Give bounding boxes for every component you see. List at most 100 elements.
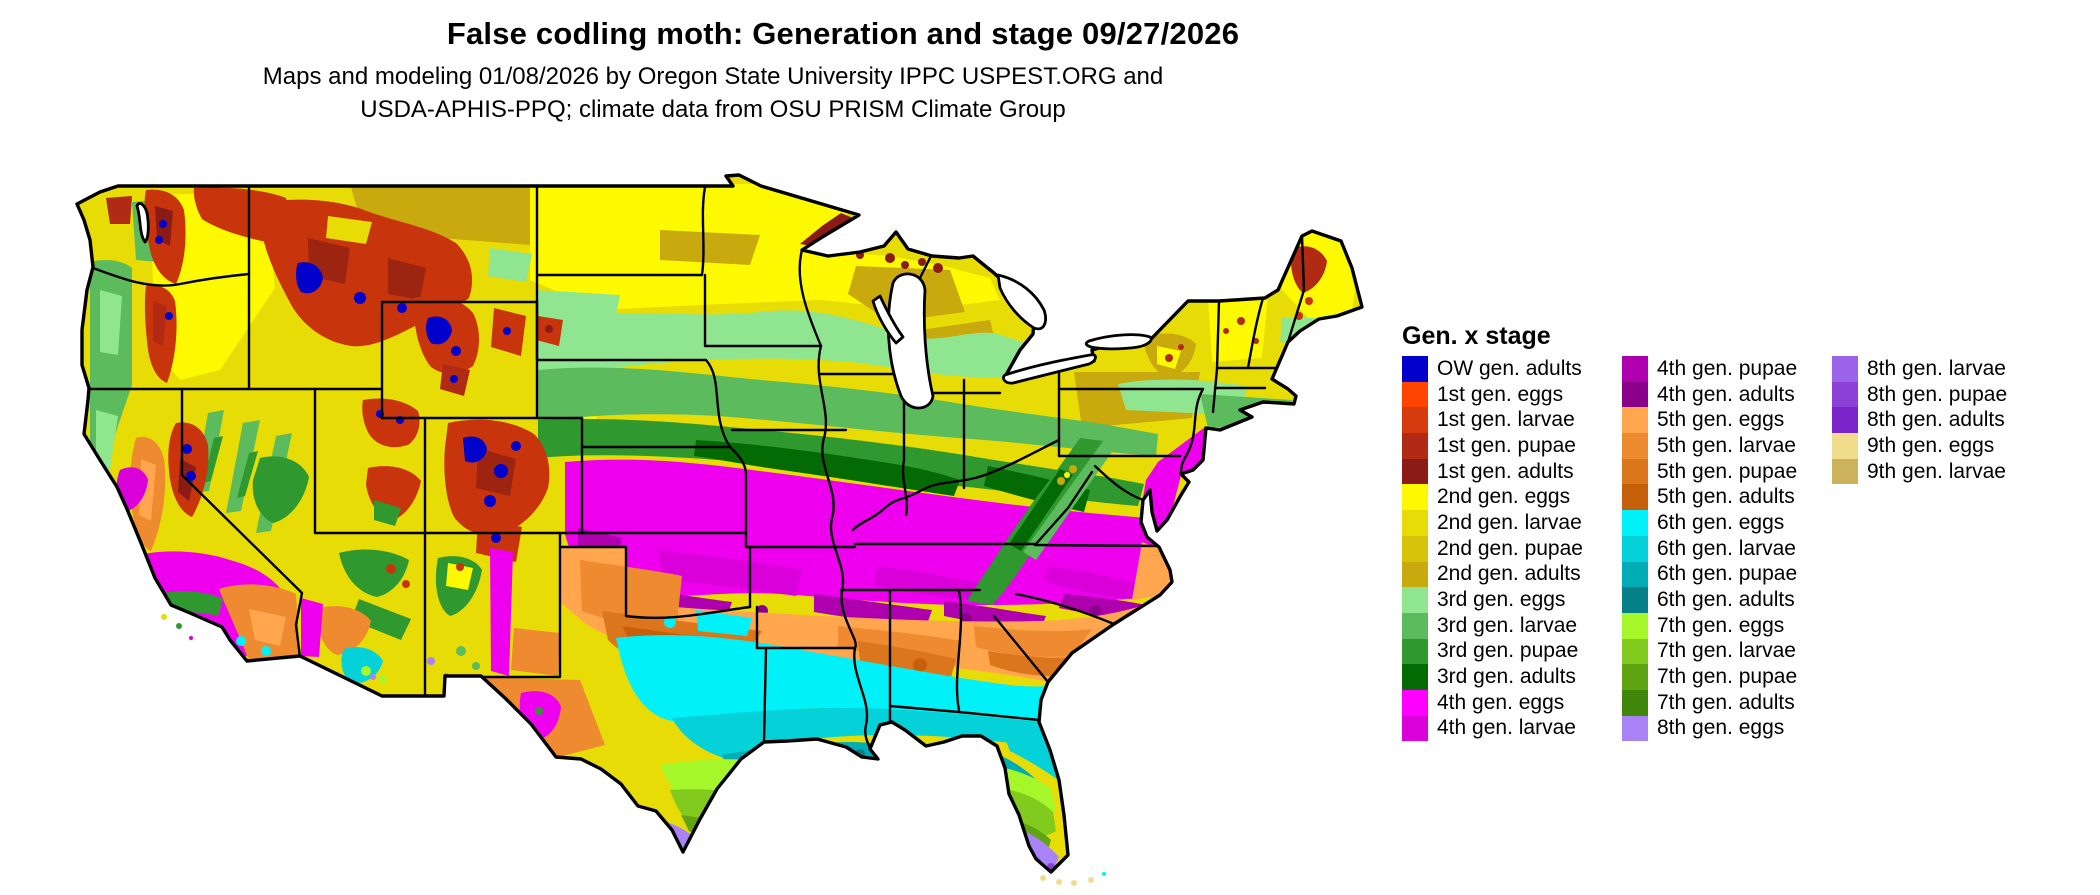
us-generation-stage-map bbox=[75, 173, 1364, 886]
legend-swatch bbox=[1402, 612, 1428, 639]
legend-swatch bbox=[1402, 664, 1428, 690]
legend-item-label: 7th gen. larvae bbox=[1657, 639, 1796, 663]
legend-swatch bbox=[1402, 407, 1428, 434]
legend-item-label: 8th gen. larvae bbox=[1867, 356, 2006, 380]
legend-swatch bbox=[1832, 433, 1858, 459]
legend-item: 6th gen. larvae bbox=[1622, 535, 1797, 562]
legend-swatch bbox=[1622, 715, 1648, 742]
legend-title: Gen. x stage bbox=[1402, 322, 1551, 350]
legend-swatch bbox=[1622, 510, 1648, 536]
great-lakes bbox=[135, 202, 1153, 410]
lake-huron bbox=[996, 273, 1047, 331]
legend-swatch bbox=[1402, 458, 1428, 485]
legend-swatch bbox=[1622, 484, 1648, 511]
legend-item: 3rd gen. eggs bbox=[1402, 587, 1583, 613]
legend-column: OW gen. adults 1st gen. eggs 1st gen. larv… bbox=[1402, 356, 1583, 742]
legend-item-label: 2nd gen. eggs bbox=[1437, 485, 1571, 509]
legend-item: 8th gen. eggs bbox=[1622, 715, 1797, 742]
legend-swatch bbox=[1832, 381, 1858, 408]
legend-item-label: 7th gen. adults bbox=[1657, 690, 1795, 714]
legend-swatch bbox=[1622, 458, 1648, 485]
legend-swatch bbox=[1402, 356, 1428, 382]
page-subtitle: Maps and modeling 01/08/2026 by Oregon S… bbox=[13, 60, 1413, 126]
legend-item-label: 1st gen. pupae bbox=[1437, 433, 1576, 457]
legend-item: 9th gen. larvae bbox=[1832, 458, 2007, 485]
legend-item-label: 1st gen. larvae bbox=[1437, 408, 1575, 432]
legend-swatch bbox=[1832, 407, 1858, 434]
legend-item-label: 6th gen. larvae bbox=[1657, 536, 1796, 560]
legend-swatch bbox=[1622, 689, 1648, 716]
legend-item-label: 5th gen. eggs bbox=[1657, 408, 1785, 432]
legend-item-label: 4th gen. larvae bbox=[1437, 716, 1576, 740]
legend-item: 4th gen. eggs bbox=[1402, 689, 1583, 716]
legend-item-label: 3rd gen. larvae bbox=[1437, 613, 1578, 637]
legend-item-label: 4th gen. eggs bbox=[1437, 690, 1565, 714]
legend-item-label: 2nd gen. pupae bbox=[1437, 536, 1583, 560]
legend-item: 1st gen. adults bbox=[1402, 458, 1583, 485]
legend-item: 4th gen. pupae bbox=[1622, 356, 1797, 382]
legend-item-label: 5th gen. adults bbox=[1657, 485, 1795, 509]
legend-swatch bbox=[1402, 561, 1428, 588]
legend-item-label: 1st gen. adults bbox=[1437, 459, 1574, 483]
legend-item: 1st gen. eggs bbox=[1402, 381, 1583, 408]
legend-swatch bbox=[1402, 587, 1428, 613]
legend-swatch bbox=[1622, 356, 1648, 382]
legend-item: 4th gen. adults bbox=[1622, 381, 1797, 408]
legend-swatch bbox=[1622, 664, 1648, 690]
legend-swatch bbox=[1402, 715, 1428, 742]
legend-item: 1st gen. larvae bbox=[1402, 407, 1583, 434]
map-canvas bbox=[60, 170, 1370, 890]
legend-swatch bbox=[1402, 484, 1428, 511]
legend-item: 3rd gen. pupae bbox=[1402, 638, 1583, 665]
legend-item: 6th gen. pupae bbox=[1622, 561, 1798, 588]
legend-item-label: 1st gen. eggs bbox=[1437, 382, 1564, 406]
legend-item-label: 8th gen. eggs bbox=[1657, 716, 1785, 740]
legend-swatch bbox=[1622, 612, 1648, 639]
legend-swatch bbox=[1402, 433, 1428, 459]
legend-item-label: 5th gen. pupae bbox=[1657, 459, 1798, 483]
legend-item: 8th gen. larvae bbox=[1832, 356, 2007, 382]
legend: Gen. x stage OW gen. adults 1st gen. eggs… bbox=[1402, 322, 2007, 742]
legend-item: 3rd gen. larvae bbox=[1402, 612, 1583, 639]
legend-item: 7th gen. eggs bbox=[1622, 612, 1797, 639]
legend-item: 8th gen. pupae bbox=[1832, 381, 2007, 408]
map-raster-regions bbox=[77, 175, 1362, 872]
legend-item-label: 8th gen. adults bbox=[1867, 408, 2005, 432]
lake-erie bbox=[1002, 353, 1097, 385]
legend-item-label: 6th gen. eggs bbox=[1657, 510, 1785, 534]
offshore-islands bbox=[161, 614, 1106, 886]
legend-item: 6th gen. adults bbox=[1622, 587, 1797, 613]
page-title: False codling moth: Generation and stage… bbox=[446, 16, 1240, 51]
legend-item-label: 2nd gen. adults bbox=[1437, 562, 1581, 586]
legend-item: 6th gen. eggs bbox=[1622, 510, 1797, 536]
legend-item: 9th gen. eggs bbox=[1832, 433, 2007, 459]
legend-item-label: 9th gen. larvae bbox=[1867, 459, 2006, 483]
legend-item-label: 3rd gen. adults bbox=[1437, 665, 1576, 689]
legend-swatch bbox=[1402, 381, 1428, 408]
legend-item-label: 3rd gen. eggs bbox=[1437, 588, 1566, 612]
legend-item: 8th gen. adults bbox=[1832, 407, 2007, 434]
legend-item-label: 6th gen. adults bbox=[1657, 588, 1795, 612]
legend-item: 2nd gen. adults bbox=[1402, 561, 1583, 588]
legend-item: 3rd gen. adults bbox=[1402, 664, 1583, 690]
subtitle-line-1: Maps and modeling 01/08/2026 by Oregon S… bbox=[262, 63, 1164, 90]
legend-item: 2nd gen. eggs bbox=[1402, 484, 1583, 511]
legend-item: 1st gen. pupae bbox=[1402, 433, 1583, 459]
legend-item: 4th gen. larvae bbox=[1402, 715, 1583, 742]
legend-item: OW gen. adults bbox=[1402, 356, 1583, 382]
legend-swatch bbox=[1402, 535, 1428, 562]
legend-item: 5th gen. adults bbox=[1622, 484, 1797, 511]
legend-column: 4th gen. pupae 4th gen. adults 5th gen. eg… bbox=[1622, 356, 1798, 742]
legend-item-label: 7th gen. eggs bbox=[1657, 613, 1785, 637]
legend-swatch bbox=[1622, 433, 1648, 459]
legend-item-label: OW gen. adults bbox=[1437, 356, 1582, 380]
legend-item-label: 6th gen. pupae bbox=[1657, 562, 1798, 586]
legend-swatch bbox=[1402, 510, 1428, 536]
legend-swatch bbox=[1622, 535, 1648, 562]
subtitle-line-2: USDA-APHIS-PPQ; climate data from OSU PR… bbox=[360, 96, 1066, 123]
legend-item: 7th gen. larvae bbox=[1622, 638, 1797, 665]
legend-item: 2nd gen. larvae bbox=[1402, 510, 1583, 536]
legend-item: 5th gen. larvae bbox=[1622, 433, 1797, 459]
legend-item: 5th gen. pupae bbox=[1622, 458, 1798, 485]
legend-swatch bbox=[1402, 689, 1428, 716]
